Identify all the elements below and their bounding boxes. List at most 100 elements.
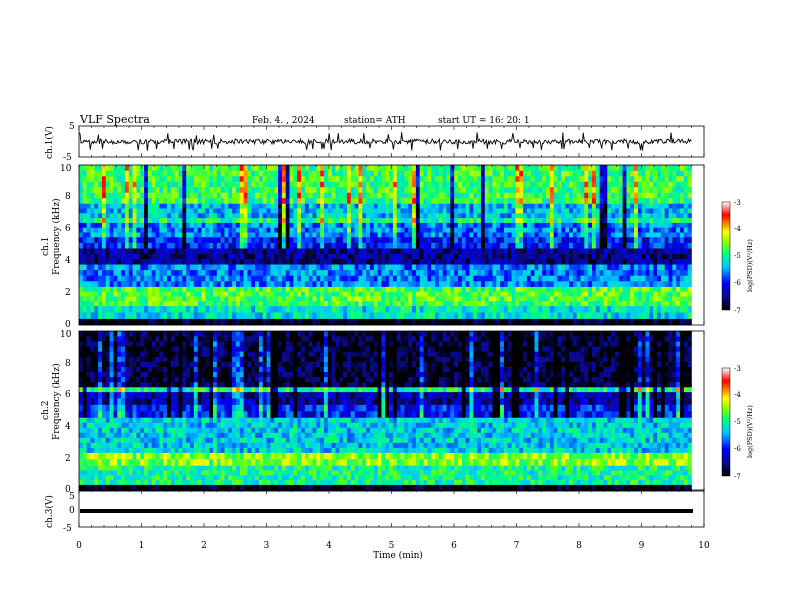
spectrogram-cell: [262, 197, 267, 204]
spectrogram-cell: [450, 203, 455, 209]
spectrogram-cell: [350, 253, 355, 260]
spectrogram-cell: [630, 291, 635, 297]
spectrogram-cell: [358, 213, 363, 219]
spectrogram-cell: [178, 237, 183, 243]
spectrogram-cell: [324, 186, 329, 193]
spectrogram-cell: [507, 305, 512, 313]
spectrogram-cell: [480, 269, 486, 276]
spectrogram-cell: [500, 197, 505, 204]
spectrogram-cell: [595, 301, 600, 307]
spectrogram-cell: [285, 296, 290, 302]
chart-title: VLF Spectra: [79, 113, 150, 126]
spectrogram-cell: [197, 301, 202, 307]
spectrogram-cell: [538, 305, 543, 313]
spectrogram-cell: [584, 232, 589, 238]
spectrogram-cell: [255, 484, 260, 492]
spectrogram-cell: [446, 197, 451, 204]
spectrogram-cell: [285, 258, 290, 265]
spectrogram-cell: [492, 248, 497, 254]
spectrogram-cell: [396, 291, 401, 297]
spectrogram-cell: [147, 242, 153, 249]
spectrogram-cell: [124, 281, 130, 287]
spectrogram-cell: [216, 318, 221, 326]
spectrogram-cell: [664, 192, 669, 199]
spectrogram-cell: [124, 301, 130, 307]
spectrogram-cell: [377, 286, 382, 292]
spectrogram-cell: [565, 275, 570, 282]
spectrogram-cell: [389, 181, 394, 188]
spectrogram-cell: [622, 237, 627, 243]
spectrogram-cell: [255, 258, 260, 265]
spectrogram-cell: [278, 197, 283, 204]
spectrogram-cell: [664, 269, 669, 276]
spectrogram-cell: [201, 248, 206, 254]
spectrogram-cell: [454, 208, 459, 214]
spectrogram-cell: [258, 258, 264, 265]
spectrogram-cell: [228, 318, 233, 326]
spectrogram-cell: [235, 248, 241, 254]
spectrogram-cell: [297, 286, 302, 292]
spectrogram-cell: [457, 312, 463, 319]
spectrogram-cell: [400, 217, 405, 223]
spectrogram-cell: [580, 269, 585, 276]
spectrogram-cell: [500, 208, 505, 214]
spectrogram-cell: [147, 208, 153, 214]
spectrogram-cell: [178, 208, 183, 214]
spectrogram-cell: [281, 217, 287, 223]
spectrogram-cell: [327, 165, 332, 171]
spectrogram-cell: [235, 291, 241, 297]
spectrogram-cell: [316, 318, 321, 326]
spectrogram-cell: [484, 291, 489, 297]
spectrogram-cell: [121, 197, 126, 204]
spectrogram-cell: [381, 217, 386, 223]
spectrogram-cell: [492, 222, 497, 228]
spectrogram-cell: [151, 217, 156, 223]
spectrogram-cell: [98, 197, 103, 204]
spectrogram-cell: [362, 213, 367, 219]
spectrogram-cell: [611, 237, 616, 243]
spectrogram-cell: [212, 232, 218, 238]
spectrogram-cell: [121, 181, 126, 188]
spectrogram-cell: [186, 186, 191, 193]
spectrogram-cell: [343, 242, 348, 249]
spectrogram-cell: [546, 242, 551, 249]
spectrogram-cell: [400, 170, 405, 177]
spectrogram-cell: [435, 175, 440, 182]
spectrogram-cell: [431, 318, 436, 326]
spectrogram-cell: [151, 242, 156, 249]
spectrogram-cell: [155, 264, 160, 271]
spectrogram-cell: [105, 248, 110, 254]
spectrogram-cell: [190, 301, 195, 307]
spectrogram-cell: [641, 286, 646, 292]
spectrogram-cell: [607, 258, 612, 265]
spectrogram-cell: [366, 203, 371, 209]
spectrogram-cell: [117, 217, 122, 223]
spectrogram-cell: [614, 170, 620, 177]
spectrogram-cell: [128, 192, 133, 199]
spectrogram-cell: [461, 217, 466, 223]
spectrogram-cell: [167, 269, 172, 276]
spectrogram-cell: [626, 237, 631, 243]
spectrogram-cell: [324, 484, 329, 492]
spectrogram-cell: [653, 165, 658, 171]
spectrogram-cell: [350, 170, 355, 177]
spectrogram-cell: [442, 165, 447, 171]
spectrogram-cell: [611, 301, 616, 307]
spectrogram-cell: [377, 197, 382, 204]
spectrogram-cell: [358, 165, 363, 171]
spectrogram-cell: [163, 242, 168, 249]
spectrogram-cell: [645, 242, 650, 249]
spectrogram-cell: [511, 484, 516, 492]
spectrogram-cell: [607, 253, 612, 260]
spectrogram-cell: [569, 213, 574, 219]
spectrogram-cell: [603, 296, 608, 302]
spectrogram-cell: [672, 232, 677, 238]
spectrogram-cell: [653, 192, 658, 199]
spectrogram-cell: [446, 181, 451, 188]
spectrogram-cell: [488, 222, 493, 228]
spectrogram-cell: [136, 296, 141, 302]
spectrogram-cell: [285, 181, 290, 188]
spectrogram-cell: [442, 318, 447, 326]
spectrogram-cell: [435, 213, 440, 219]
start-time-label: start UT = 16: 20: 1: [438, 116, 530, 126]
